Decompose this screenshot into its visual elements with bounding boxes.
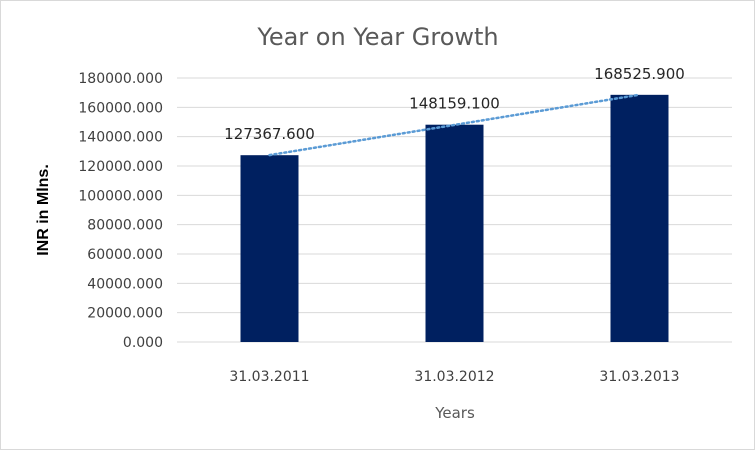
x-tick-label: 31.03.2011 (229, 369, 309, 385)
y-tick-label: 140000.000 (78, 130, 163, 146)
y-tick-label: 80000.000 (87, 218, 163, 234)
y-tick-label: 100000.000 (78, 188, 163, 204)
data-label: 148159.100 (409, 95, 500, 113)
bars (240, 94, 669, 343)
y-tick-label: 0.000 (123, 335, 163, 351)
y-axis-title: INR in Mlns. (35, 164, 52, 256)
y-tick-label: 20000.000 (87, 306, 163, 322)
bar (240, 155, 299, 342)
data-label: 127367.600 (224, 125, 315, 143)
y-tick-label: 60000.000 (87, 247, 163, 263)
trendline (268, 93, 641, 157)
y-axis: 0.000 20000.000 40000.000 60000.000 80000.00… (78, 71, 163, 351)
x-tick-label: 31.03.2013 (599, 369, 679, 385)
y-tick-label: 180000.000 (78, 71, 163, 87)
bar (610, 94, 669, 343)
data-labels: 127367.600 148159.100 168525.900 (224, 65, 685, 143)
trendline-layer (268, 93, 641, 157)
y-tick-label: 40000.000 (87, 276, 163, 292)
data-label: 168525.900 (594, 65, 685, 83)
x-axis-title: Years (434, 404, 475, 422)
bar (425, 124, 484, 343)
y-tick-label: 160000.000 (78, 100, 163, 116)
x-axis: 31.03.2011 31.03.2012 31.03.2013 (229, 369, 679, 385)
x-tick-label: 31.03.2012 (414, 369, 494, 385)
y-tick-label: 120000.000 (78, 159, 163, 175)
chart-title: Year on Year Growth (256, 23, 498, 51)
